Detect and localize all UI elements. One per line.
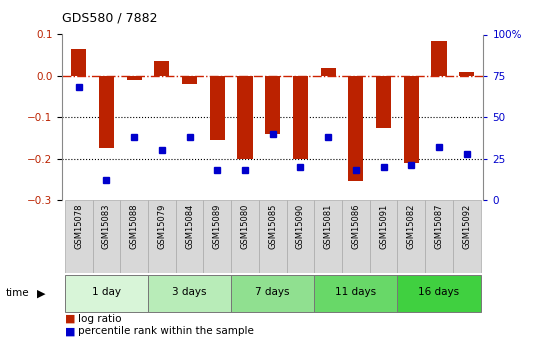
Bar [370, 200, 397, 273]
Text: GSM15078: GSM15078 [74, 204, 83, 249]
Text: 16 days: 16 days [418, 287, 460, 297]
Text: log ratio: log ratio [78, 314, 122, 324]
Bar [182, 76, 197, 84]
Text: GSM15091: GSM15091 [379, 204, 388, 249]
Text: time: time [5, 288, 29, 298]
Bar [71, 49, 86, 76]
Bar [148, 275, 231, 312]
Bar [314, 200, 342, 273]
Text: GSM15086: GSM15086 [352, 204, 360, 249]
Text: percentile rank within the sample: percentile rank within the sample [78, 326, 254, 336]
Bar [210, 76, 225, 140]
Bar [459, 72, 474, 76]
Bar [259, 200, 287, 273]
Bar [265, 76, 280, 134]
Text: GSM15079: GSM15079 [157, 204, 166, 249]
Bar [99, 76, 114, 148]
Text: GSM15083: GSM15083 [102, 204, 111, 249]
Bar [92, 200, 120, 273]
Bar [120, 200, 148, 273]
Text: GSM15082: GSM15082 [407, 204, 416, 249]
Bar [425, 200, 453, 273]
Bar [314, 275, 397, 312]
Bar [397, 200, 425, 273]
Text: 11 days: 11 days [335, 287, 376, 297]
Bar [453, 200, 481, 273]
Text: GDS580 / 7882: GDS580 / 7882 [62, 11, 158, 24]
Bar [176, 200, 204, 273]
Bar [403, 76, 419, 163]
Text: GSM15090: GSM15090 [296, 204, 305, 249]
Bar [154, 61, 170, 76]
Text: GSM15088: GSM15088 [130, 204, 139, 249]
Text: ▶: ▶ [37, 288, 45, 298]
Bar [376, 76, 391, 128]
Text: GSM15085: GSM15085 [268, 204, 277, 249]
Text: ■: ■ [65, 314, 75, 324]
Bar [238, 76, 253, 159]
Bar [231, 200, 259, 273]
Bar [287, 200, 314, 273]
Bar [126, 76, 142, 80]
Text: 3 days: 3 days [172, 287, 207, 297]
Text: GSM15081: GSM15081 [323, 204, 333, 249]
Bar [348, 76, 363, 181]
Bar [65, 200, 92, 273]
Bar [342, 200, 370, 273]
Bar [148, 200, 176, 273]
Text: ■: ■ [65, 326, 75, 336]
Bar [397, 275, 481, 312]
Bar [204, 200, 231, 273]
Bar [431, 41, 447, 76]
Bar [321, 68, 336, 76]
Text: GSM15080: GSM15080 [240, 204, 249, 249]
Bar [293, 76, 308, 159]
Text: 7 days: 7 days [255, 287, 290, 297]
Text: GSM15087: GSM15087 [435, 204, 443, 249]
Bar [65, 275, 148, 312]
Bar [231, 275, 314, 312]
Text: GSM15092: GSM15092 [462, 204, 471, 249]
Text: GSM15084: GSM15084 [185, 204, 194, 249]
Text: 1 day: 1 day [92, 287, 121, 297]
Text: GSM15089: GSM15089 [213, 204, 222, 249]
